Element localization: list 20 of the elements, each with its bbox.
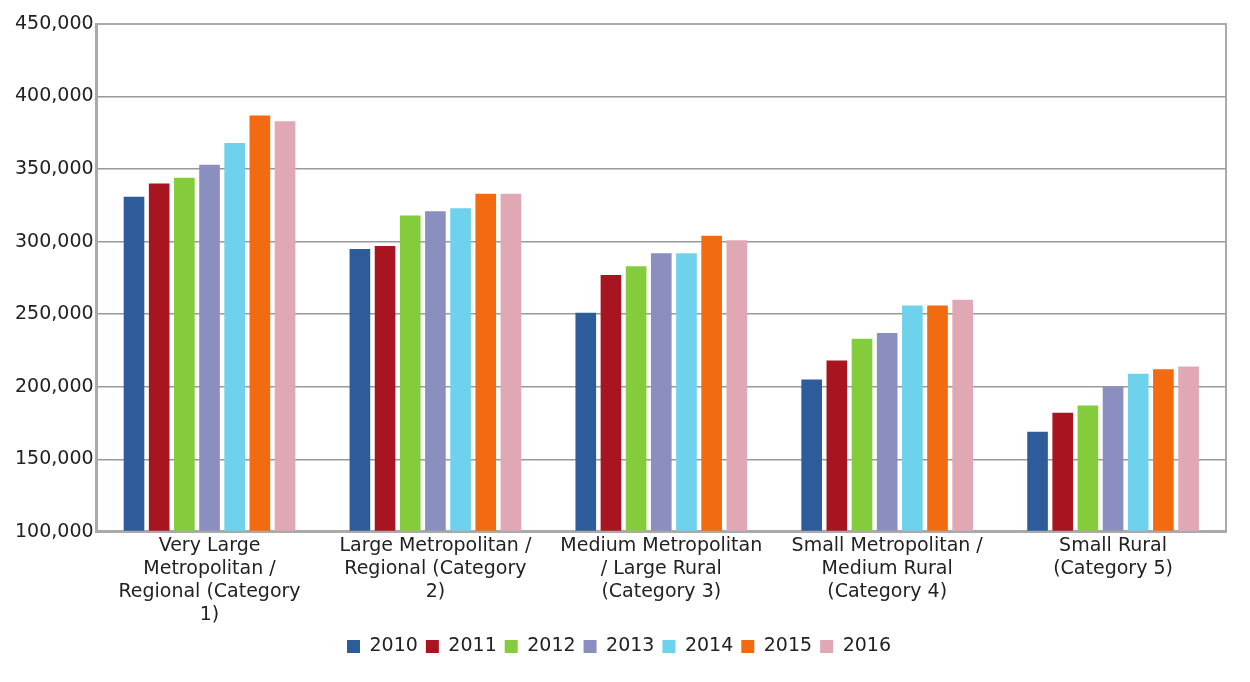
x-tick-label: Very Large Metropolitan / Regional (Category 1): [118, 533, 301, 624]
y-tick-label: 150,000: [14, 446, 94, 469]
legend-label: 2010: [369, 633, 418, 656]
y-tick-label: 100,000: [14, 518, 94, 541]
x-tick-label: Small Metropolitan / Medium Rural (Category 4): [791, 533, 984, 601]
x-tick-label: Medium Metropolitan / Large Rural (Category 3): [560, 533, 763, 601]
y-tick-label: 250,000: [14, 301, 94, 324]
legend-label: 2012: [527, 633, 576, 656]
y-tick-label: 350,000: [14, 156, 94, 179]
x-tick-label: Large Metropolitan / Regional (Category 2): [339, 533, 532, 601]
y-tick-label: 400,000: [14, 83, 94, 106]
legend-label: 2014: [684, 633, 734, 656]
legend-label: 2016: [842, 633, 891, 656]
legend-label: 2013: [606, 633, 655, 656]
legend-label: 2011: [448, 633, 497, 656]
x-tick-label: Small Rural (Category 5): [1053, 533, 1173, 578]
legend-label: 2015: [763, 633, 813, 656]
y-tick-label: 300,000: [14, 228, 94, 251]
y-tick-label: 200,000: [14, 373, 94, 396]
y-tick-label: 450,000: [14, 10, 94, 33]
